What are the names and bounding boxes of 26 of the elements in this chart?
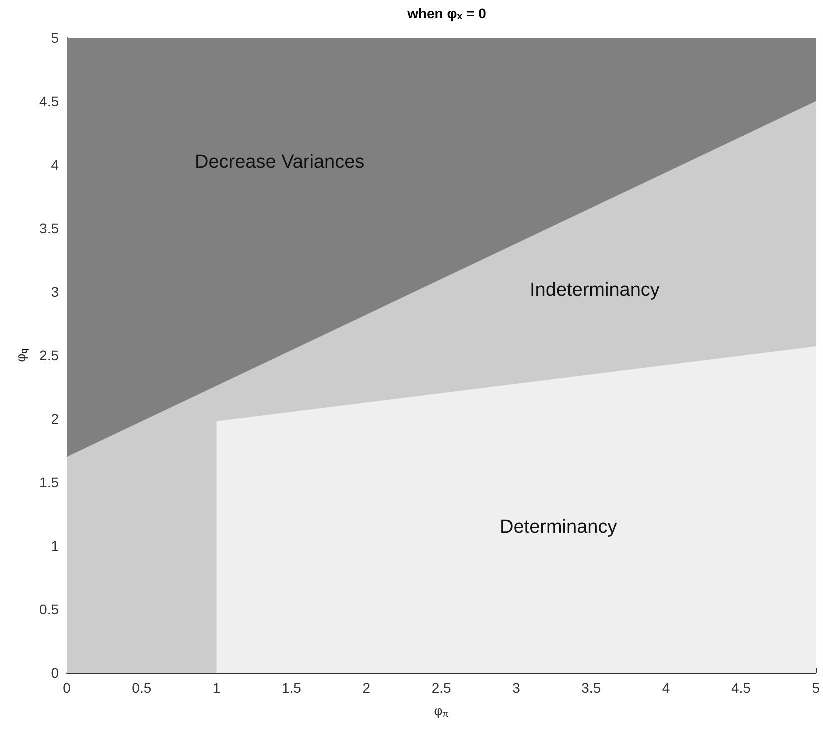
y-axis-title: φq — [13, 348, 30, 362]
x-tick-label: 0.5 — [132, 680, 152, 696]
y-tick-label: 2.5 — [40, 348, 60, 364]
y-tick-label: 0 — [51, 665, 60, 681]
annotation: Decrease Variances — [195, 152, 365, 173]
y-tick-label: 1.5 — [40, 474, 60, 490]
x-tick-label: 3.5 — [582, 680, 602, 696]
x-tick-label: 1.5 — [282, 680, 302, 696]
x-tick-label: 4.5 — [731, 680, 752, 696]
y-tick-label: 1 — [51, 538, 60, 554]
annotation: Indeterminancy — [530, 280, 660, 301]
x-tick-label: 5 — [812, 680, 820, 696]
x-tick-label: 0 — [63, 680, 72, 696]
y-tick-label: 3 — [51, 284, 60, 300]
x-tick-label: 4 — [662, 680, 670, 696]
x-tick-label: 3 — [512, 680, 521, 696]
y-tick-label: 0.5 — [40, 602, 60, 618]
x-tick-label: 2 — [362, 680, 371, 696]
y-tick-label: 4 — [51, 157, 60, 173]
y-tick-label: 3.5 — [40, 220, 60, 236]
x-tick-label: 2.5 — [432, 680, 452, 696]
y-tick-label: 2 — [51, 411, 60, 427]
y-tick-label: 5 — [51, 30, 60, 46]
x-tick-label: 1 — [212, 680, 221, 696]
annotation: Determinancy — [500, 517, 618, 538]
y-tick-label: 4.5 — [40, 94, 60, 110]
